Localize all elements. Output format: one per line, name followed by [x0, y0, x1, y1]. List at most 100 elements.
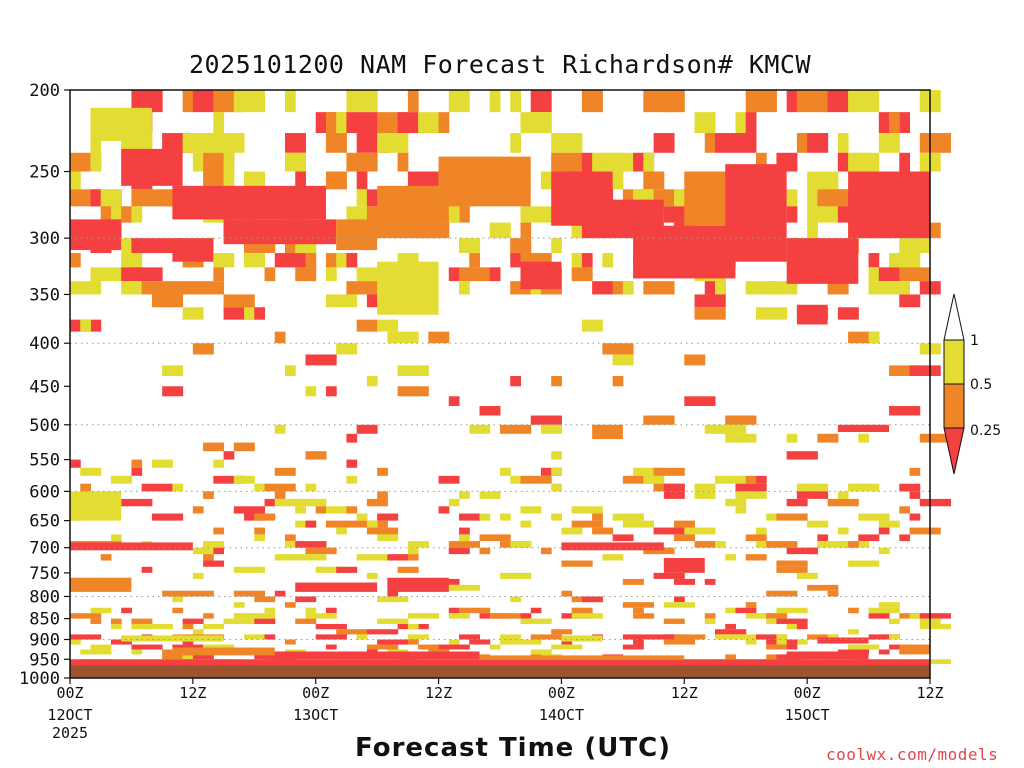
heatmap-cell	[469, 424, 491, 434]
heatmap-cell	[192, 629, 204, 635]
heatmap-cells	[70, 90, 951, 678]
heatmap-cell	[776, 560, 808, 567]
heatmap-cell	[837, 527, 849, 535]
heatmap-cell	[500, 639, 532, 645]
heatmap-cell	[325, 294, 358, 308]
heatmap-cell	[878, 133, 890, 153]
heatmap-cell	[571, 607, 593, 614]
heatmap-cell	[192, 506, 204, 514]
heatmap-cell	[387, 554, 409, 561]
heatmap-region	[479, 655, 685, 661]
heatmap-cell	[674, 578, 696, 585]
heatmap-cell	[203, 171, 225, 190]
heatmap-cell	[151, 513, 184, 521]
x-tick-date: 12OCT	[47, 706, 92, 724]
heatmap-cell	[827, 90, 849, 113]
heatmap-cell	[551, 644, 583, 650]
heatmap-cell	[715, 475, 747, 484]
heatmap-cell	[366, 644, 399, 650]
heatmap-cell	[336, 629, 368, 635]
heatmap-cell	[244, 171, 266, 190]
x-tick-label: 00Z	[56, 684, 83, 702]
heatmap-region	[633, 225, 736, 279]
heatmap-cell	[919, 613, 951, 619]
heatmap-cell	[162, 649, 173, 655]
heatmap-cell	[233, 566, 266, 573]
heatmap-cell	[305, 483, 317, 492]
heatmap-cell	[295, 596, 317, 603]
heatmap-cell	[407, 171, 440, 190]
heatmap-cell	[274, 253, 306, 268]
heatmap-cell	[715, 541, 726, 548]
heatmap-cell	[346, 206, 368, 223]
heatmap-cell	[203, 644, 235, 650]
heatmap-cell	[796, 90, 829, 113]
heatmap-cell	[254, 618, 276, 624]
heatmap-cell	[889, 133, 900, 153]
heatmap-cell	[725, 498, 747, 507]
y-tick-label: 900	[29, 631, 60, 651]
heatmap-cell	[182, 590, 214, 597]
heatmap-cell	[254, 307, 266, 320]
heatmap-cell	[786, 90, 798, 113]
heatmap-cell	[500, 572, 532, 579]
heatmap-region	[90, 107, 152, 142]
heatmap-cell	[438, 506, 450, 514]
heatmap-cell	[807, 584, 839, 591]
heatmap-cell	[377, 133, 409, 153]
heatmap-cell	[725, 654, 736, 660]
heatmap-cell	[735, 133, 757, 153]
heatmap-cell	[223, 171, 235, 190]
heatmap-cell	[90, 152, 102, 172]
heatmap-cell	[162, 654, 194, 660]
heatmap-cell	[755, 613, 767, 619]
heatmap-cell	[848, 560, 880, 567]
heatmap-cell	[213, 112, 225, 134]
x-tick-label: 12Z	[671, 684, 698, 702]
heatmap-cell	[725, 554, 736, 561]
heatmap-cell	[663, 483, 685, 492]
y-tick-label: 750	[29, 564, 60, 584]
heatmap-cell	[233, 133, 245, 153]
heatmap-region	[725, 164, 787, 262]
heatmap-cell	[653, 133, 675, 153]
heatmap-cell	[561, 590, 573, 597]
heatmap-cell	[766, 644, 788, 650]
heatmap-cell	[643, 152, 655, 172]
heatmap-cell	[837, 152, 849, 172]
heatmap-region	[172, 238, 214, 262]
heatmap-cell	[807, 483, 818, 492]
heatmap-cell	[745, 554, 767, 561]
heatmap-cell	[203, 541, 225, 548]
heatmap-cell	[704, 613, 716, 619]
heatmap-cell	[551, 513, 562, 521]
heatmap-cell	[530, 634, 562, 640]
heatmap-cell	[254, 513, 276, 521]
heatmap-cell	[264, 634, 276, 640]
heatmap-cell	[684, 396, 716, 407]
heatmap-cell	[674, 596, 685, 603]
heatmap-cell	[643, 171, 665, 190]
heatmap-cell	[561, 639, 573, 645]
heatmap-cell	[459, 534, 470, 542]
legend-label-0.5: 0.5	[970, 377, 992, 393]
heatmap-cell	[725, 607, 736, 614]
heatmap-cell	[909, 467, 921, 476]
credit-link[interactable]: coolwx.com/models	[826, 745, 999, 764]
heatmap-cell	[397, 386, 429, 397]
heatmap-cell	[264, 607, 276, 614]
y-tick-label: 400	[29, 334, 60, 354]
heatmap-cell	[479, 547, 491, 555]
heatmap-cell	[796, 623, 808, 630]
heatmap-cell	[796, 133, 808, 153]
heatmap-cell	[571, 613, 603, 619]
heatmap-cell	[766, 639, 777, 645]
heatmap-cell	[561, 527, 583, 535]
heatmap-cell	[459, 238, 481, 254]
heatmap-cell	[325, 607, 337, 614]
heatmap-cell	[366, 572, 378, 579]
y-tick-label: 200	[29, 81, 60, 101]
heatmap-cell	[121, 607, 132, 614]
heatmap-cell	[745, 602, 757, 608]
heatmap-cell	[305, 354, 337, 366]
